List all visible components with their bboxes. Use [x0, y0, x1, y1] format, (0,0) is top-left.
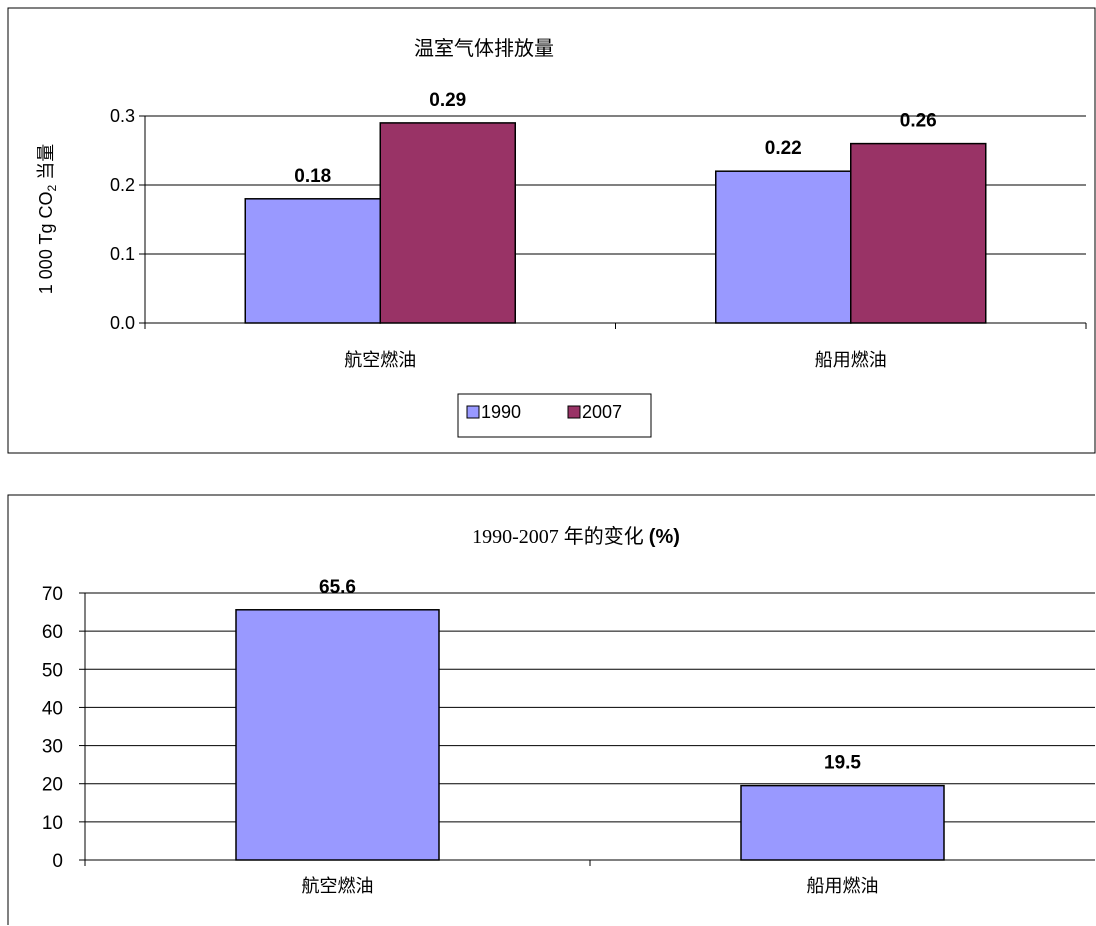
chart2-x-tick-label: 船用燃油 — [807, 876, 879, 896]
legend-label-2007: 2007 — [582, 402, 622, 422]
chart2-data-label: 65.6 — [319, 577, 356, 598]
chart1-x-tick-label: 船用燃油 — [815, 350, 887, 370]
chart2-x-ticks — [84, 860, 591, 866]
chart1-data-label: 0.26 — [900, 111, 937, 132]
chart1-legend-box — [457, 393, 652, 438]
chart2-x-tick-label: 航空燃油 — [302, 876, 374, 896]
chart1-y-tick-label: 0.3 — [110, 106, 135, 126]
chart1-legend: 1990 2007 — [457, 393, 652, 438]
chart1-bar-1990 — [244, 198, 381, 324]
chart2-y-tick-label: 60 — [42, 622, 63, 643]
chart2-bars — [235, 609, 945, 861]
chart2-y-tick-label: 0 — [52, 851, 63, 872]
chart-emissions: 温室气体排放量 0.18 0.29 0.22 0.26 0.0 0.1 0.2 0.3 航空… — [7, 7, 1096, 454]
chart1-bars — [244, 122, 987, 324]
chart2-y-tick-label: 30 — [42, 737, 63, 758]
chart2-y-ticks — [79, 592, 85, 861]
chart-change-percent: 1990-2007 年的变化 (%) 65.6 19.5 0 10 20 30 40 50 6… — [7, 494, 1095, 925]
chart1-x-tick-labels: 航空燃油 船用燃油 — [344, 350, 887, 370]
chart2-y-tick-labels: 0 10 20 30 40 50 60 70 — [42, 584, 63, 872]
chart1-y-tick-labels: 0.0 0.1 0.2 0.3 — [110, 106, 135, 333]
chart2-data-label: 19.5 — [824, 753, 861, 774]
chart2-y-tick-label: 10 — [42, 813, 63, 834]
legend-swatch-2007 — [567, 405, 581, 419]
chart1-y-tick-label: 0.2 — [110, 175, 135, 195]
legend-label-1990: 1990 — [481, 402, 521, 422]
chart1-y-axis-label: 1 000 Tg CO2 当量 — [36, 144, 59, 294]
chart2-y-tick-label: 20 — [42, 775, 63, 796]
chart2-bar — [740, 784, 945, 861]
chart1-bar-1990 — [715, 170, 852, 324]
chart1-bar-labels: 0.18 0.29 0.22 0.26 — [294, 90, 936, 187]
chart2-x-tick-labels: 航空燃油 船用燃油 — [302, 876, 879, 896]
chart1-bar-2007 — [379, 122, 516, 324]
chart2-title: 1990-2007 年的变化 (%) — [472, 525, 680, 548]
legend-swatch-1990 — [466, 405, 480, 419]
chart1-y-tick-label: 0.1 — [110, 244, 135, 264]
chart1-y-tick-label: 0.0 — [110, 313, 135, 333]
chart2-y-tick-label: 40 — [42, 698, 63, 719]
chart2-y-tick-label: 70 — [42, 584, 63, 605]
chart1-y-ticks — [139, 115, 145, 324]
chart1-title: 温室气体排放量 — [414, 37, 554, 60]
chart1-data-label: 0.29 — [429, 90, 466, 111]
chart1-data-label: 0.22 — [765, 138, 802, 159]
chart2-bar-labels: 65.6 19.5 — [319, 577, 861, 774]
chart2-bar — [235, 609, 440, 861]
chart2-frame — [7, 494, 1095, 925]
chart1-x-ticks — [144, 323, 1087, 329]
chart1-data-label: 0.18 — [294, 166, 331, 187]
chart1-x-tick-label: 航空燃油 — [344, 350, 416, 370]
chart2-y-tick-label: 50 — [42, 660, 63, 681]
chart1-bar-2007 — [850, 142, 987, 324]
